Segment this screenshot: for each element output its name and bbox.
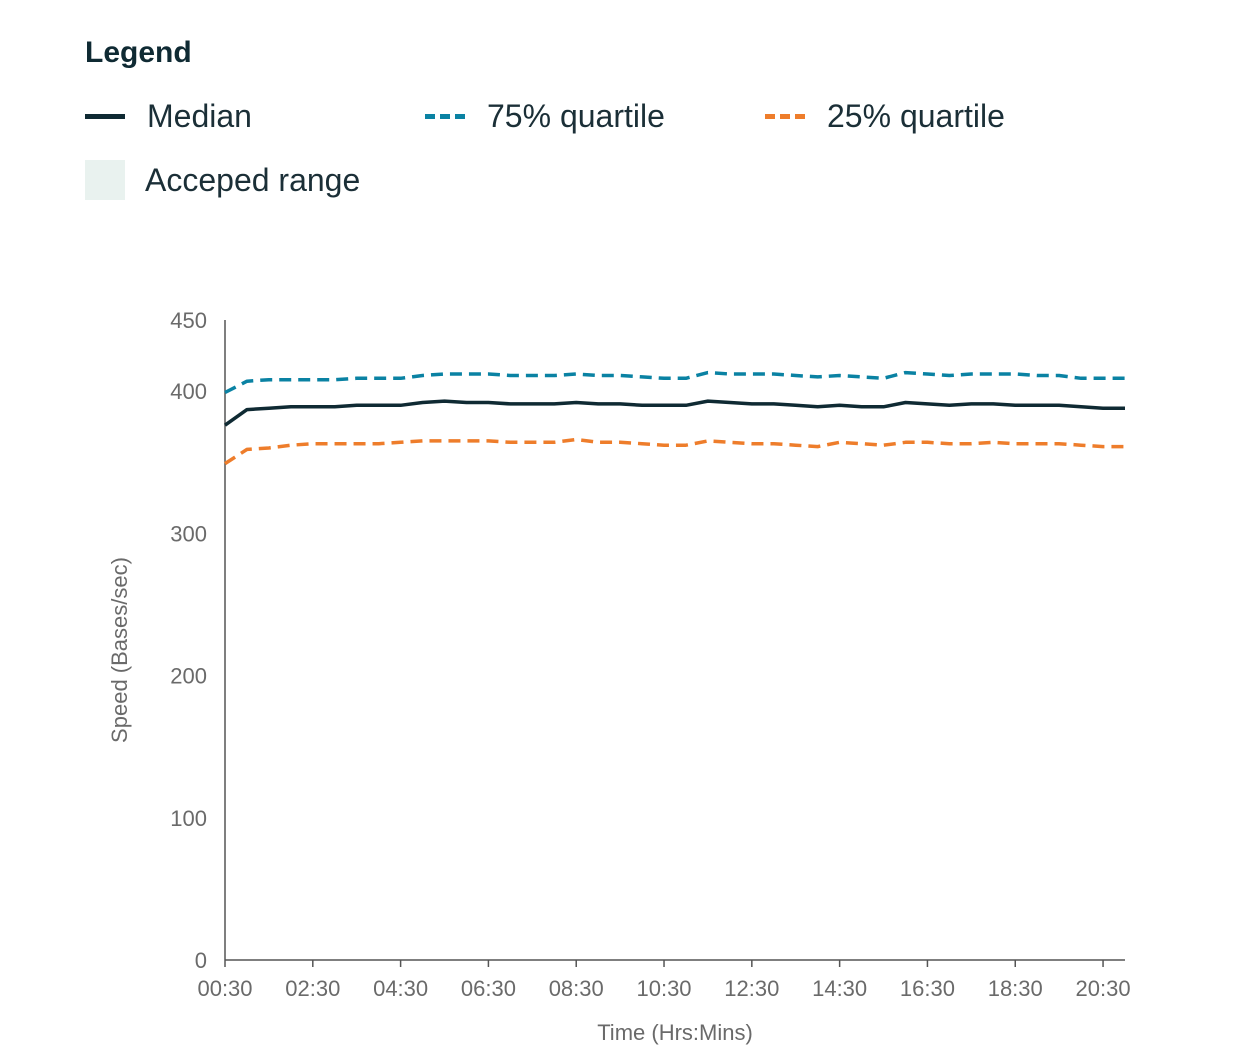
x-axis-ticks: 00:30 02:30 04:30 06:30 08:30 10:30 12:30 14:30… — [197, 960, 1131, 1001]
legend-label-75-quartile: 75% quartile — [487, 98, 665, 134]
y-tick-label: 300 — [170, 521, 207, 546]
x-tick-label: 14:30 — [812, 976, 867, 1001]
x-tick-label: 16:30 — [900, 976, 955, 1001]
x-tick-label: 18:30 — [988, 976, 1043, 1001]
legend-item-75-quartile: 75% quartile — [425, 98, 665, 135]
legend-title: Legend — [85, 36, 192, 69]
x-tick-label: 20:30 — [1076, 976, 1131, 1001]
series-line-25-quartile — [224, 437, 1125, 466]
y-tick-label: 0 — [195, 948, 207, 973]
legend-item-accepted-range: Acceped range — [85, 160, 360, 200]
y-tick-label: 400 — [170, 379, 207, 404]
legend-label-25-quartile: 25% quartile — [827, 98, 1005, 134]
accepted-range-swatch — [85, 160, 125, 200]
quartile-75-swatch — [425, 114, 465, 119]
series-group — [223, 370, 1125, 466]
x-tick-label: 06:30 — [461, 976, 516, 1001]
y-tick-label: 100 — [170, 806, 207, 831]
median-swatch — [85, 114, 125, 119]
x-tick-label: 12:30 — [724, 976, 779, 1001]
series-line-75-quartile — [224, 370, 1125, 395]
x-tick-label: 04:30 — [373, 976, 428, 1001]
x-tick-label: 02:30 — [285, 976, 340, 1001]
series-line-median — [223, 399, 1125, 427]
quartile-25-swatch — [765, 114, 805, 119]
legend-label-median: Median — [147, 98, 252, 134]
y-tick-label: 200 — [170, 664, 207, 689]
x-tick-label: 00:30 — [197, 976, 252, 1001]
y-tick-label: 450 — [170, 308, 207, 333]
x-axis-label: Time (Hrs:Mins) — [597, 1020, 753, 1045]
y-axis-ticks: 0 100 200 300 400 450 — [170, 308, 207, 973]
legend-label-accepted-range: Acceped range — [145, 161, 361, 198]
y-axis-label: Speed (Bases/sec) — [107, 557, 132, 743]
x-tick-label: 10:30 — [636, 976, 691, 1001]
legend-item-25-quartile: 25% quartile — [765, 98, 1005, 135]
legend-item-median: Median — [85, 98, 252, 135]
x-tick-label: 08:30 — [549, 976, 604, 1001]
